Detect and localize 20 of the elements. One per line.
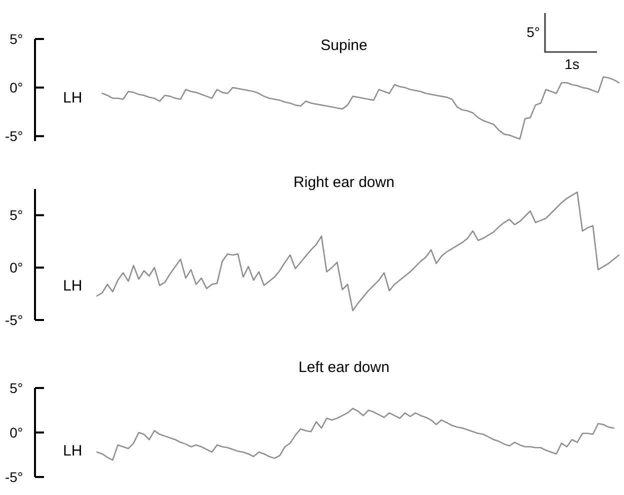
y-tick-label: 0° — [10, 260, 23, 276]
annotation: 1s — [564, 56, 580, 72]
y-tick-label: 5° — [10, 31, 23, 47]
y-axis-title: LH — [63, 277, 82, 294]
y-tick-label: 5° — [10, 207, 23, 224]
y-tick-label: -5° — [4, 469, 23, 485]
line-series — [96, 191, 620, 312]
chart-title: Supine — [320, 37, 368, 54]
line-series — [102, 76, 620, 140]
line-series — [96, 408, 614, 461]
y-tick-label: -5° — [4, 312, 23, 328]
y-axis-title: LH — [63, 89, 82, 106]
y-tick-label: 0° — [10, 424, 23, 440]
chart-title: Right ear down — [294, 174, 394, 191]
y-tick-label: 5° — [10, 380, 23, 396]
y-axis-title: LH — [63, 442, 82, 459]
y-tick-label: 0° — [10, 80, 23, 96]
y-tick-label: -5° — [4, 128, 23, 144]
annotation: 5° — [526, 24, 540, 40]
chart-title: Left ear down — [298, 359, 390, 376]
